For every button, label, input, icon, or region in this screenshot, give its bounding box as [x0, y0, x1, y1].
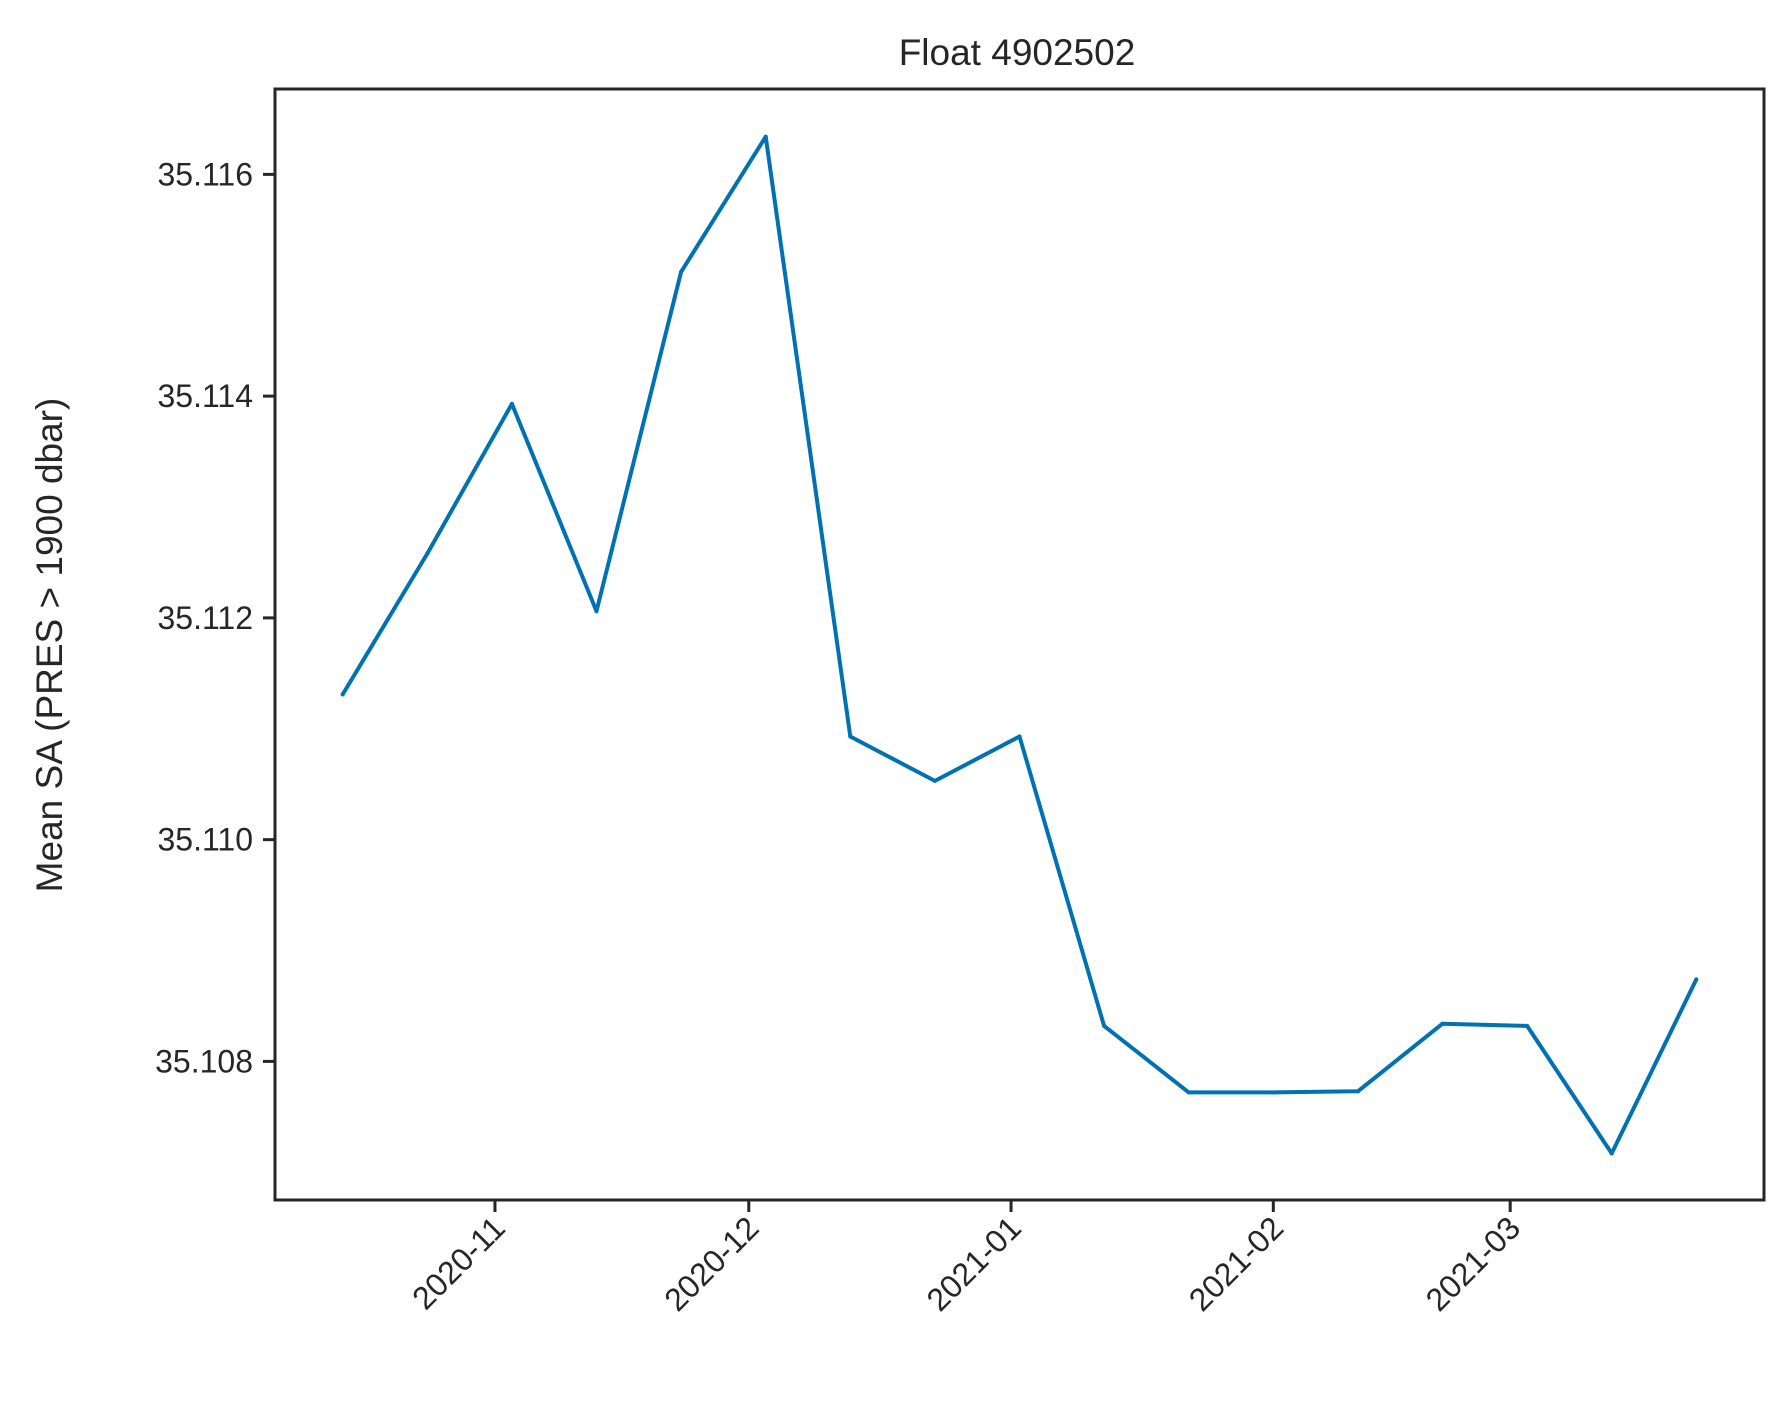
- y-tick-label: 35.116: [158, 156, 254, 192]
- data-point: [509, 401, 514, 406]
- chart-title: Float 4902502: [899, 32, 1136, 73]
- data-point: [1609, 1151, 1614, 1156]
- data-point: [1271, 1090, 1276, 1095]
- data-point: [425, 551, 430, 556]
- plot-frame: [273, 87, 1766, 1202]
- y-axis-label: Mean SA (PRES > 1900 dbar): [29, 398, 70, 893]
- y-tick-label: 35.112: [158, 600, 254, 636]
- data-point: [1694, 977, 1699, 982]
- data-point: [1017, 734, 1022, 739]
- data-point: [594, 609, 599, 614]
- data-point: [1525, 1023, 1530, 1028]
- data-point: [763, 134, 768, 139]
- y-tick-label: 35.110: [158, 822, 254, 858]
- data-point: [679, 269, 684, 274]
- data-point: [848, 734, 853, 739]
- y-tick-label: 35.114: [158, 378, 254, 414]
- data-point: [1186, 1090, 1191, 1095]
- y-axis-ticks: 35.108 35.110 35.112 35.114 35.116: [155, 156, 275, 1079]
- y-tick-label: 35.108: [155, 1043, 253, 1079]
- data-point: [340, 692, 345, 697]
- data-point: [932, 778, 937, 783]
- series-layer: [340, 134, 1699, 1156]
- data-point: [1440, 1021, 1445, 1026]
- data-point: [1355, 1089, 1360, 1094]
- data-point: [1102, 1023, 1107, 1028]
